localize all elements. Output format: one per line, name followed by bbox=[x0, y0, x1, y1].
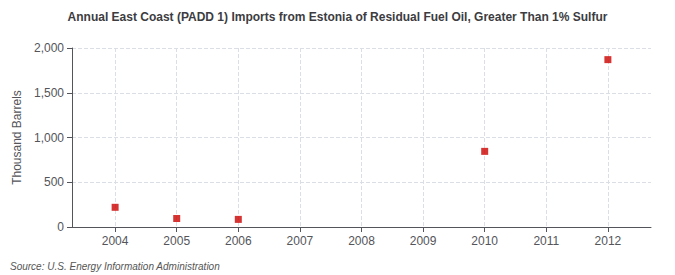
svg-text:0: 0 bbox=[57, 220, 64, 234]
svg-text:2006: 2006 bbox=[225, 234, 252, 248]
svg-text:Thousand Barrels: Thousand Barrels bbox=[10, 90, 24, 185]
svg-text:1,000: 1,000 bbox=[34, 131, 64, 145]
svg-text:2012: 2012 bbox=[595, 234, 622, 248]
svg-text:2010: 2010 bbox=[471, 234, 498, 248]
svg-text:Source: U.S. Energy Informatio: Source: U.S. Energy Information Administ… bbox=[10, 261, 220, 272]
svg-text:500: 500 bbox=[44, 175, 64, 189]
svg-text:2005: 2005 bbox=[163, 234, 190, 248]
svg-text:2004: 2004 bbox=[102, 234, 129, 248]
svg-text:2008: 2008 bbox=[348, 234, 375, 248]
svg-text:2009: 2009 bbox=[410, 234, 437, 248]
svg-text:1,500: 1,500 bbox=[34, 86, 64, 100]
svg-text:2007: 2007 bbox=[287, 234, 314, 248]
svg-text:2,000: 2,000 bbox=[34, 41, 64, 55]
svg-text:2011: 2011 bbox=[533, 234, 559, 248]
svg-text:Annual East Coast (PADD 1) Imp: Annual East Coast (PADD 1) Imports from … bbox=[68, 10, 608, 24]
